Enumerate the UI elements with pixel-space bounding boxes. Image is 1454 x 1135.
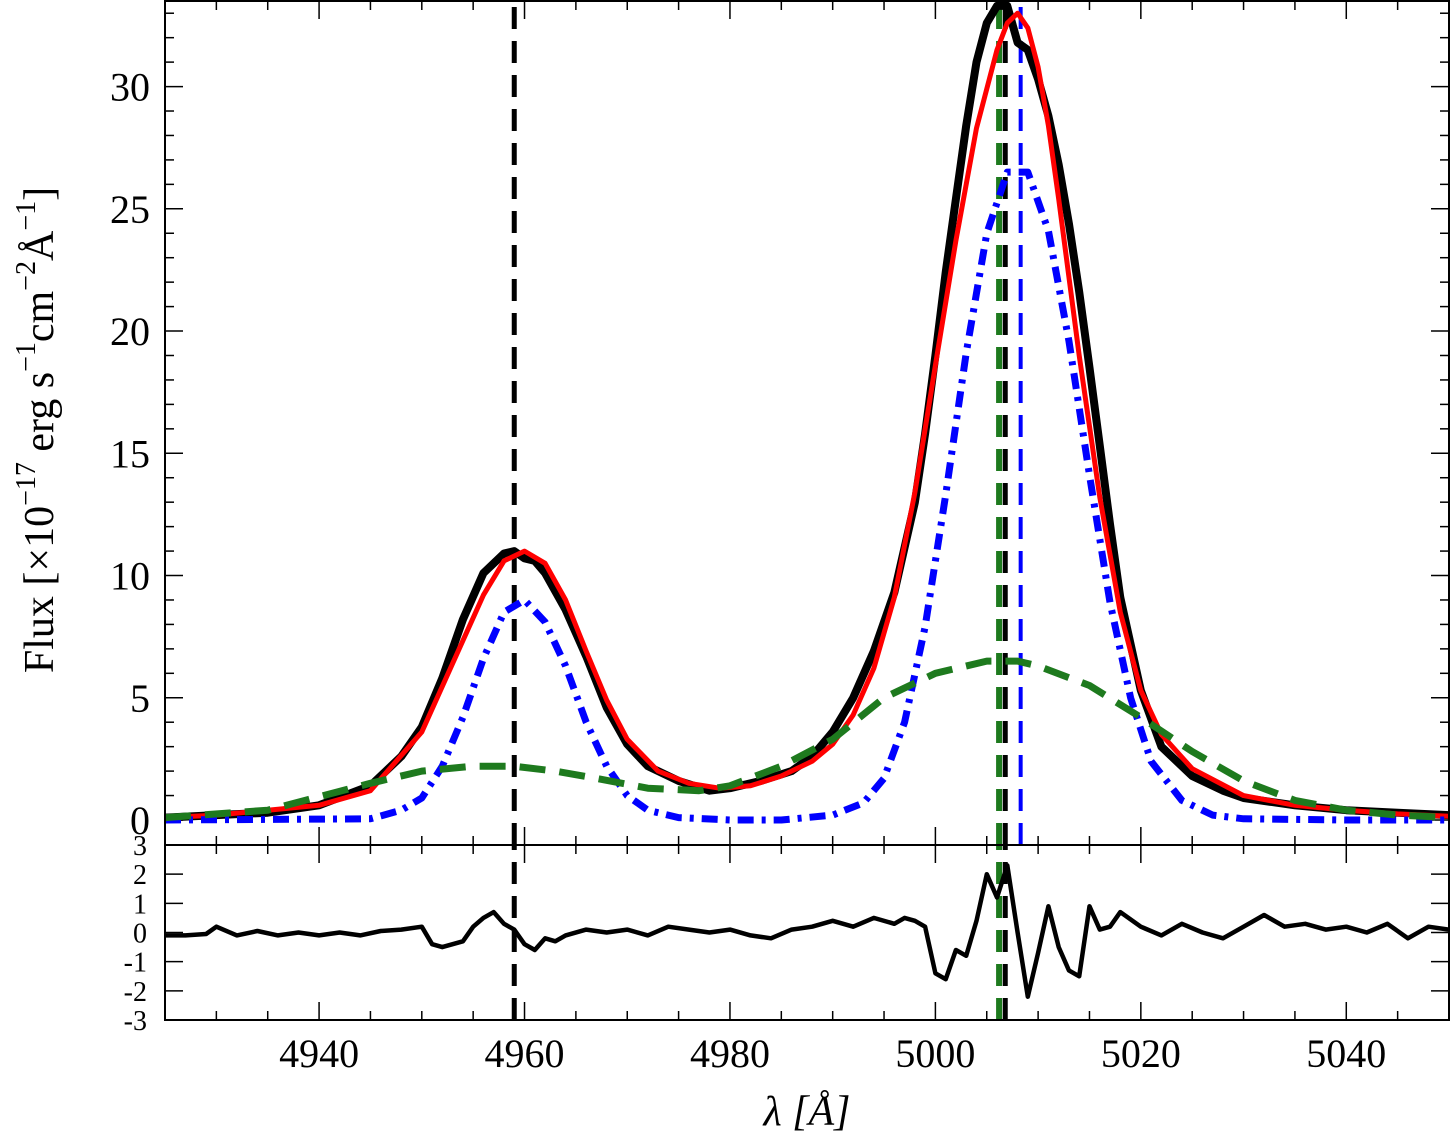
bottom-ytick-label: 0 — [133, 919, 147, 950]
x-tick-label: 4940 — [279, 1031, 359, 1076]
x-tick-label: 5040 — [1306, 1031, 1386, 1076]
top-ytick-label: 5 — [130, 676, 150, 721]
y-axis-title-exp-2: −1 — [11, 342, 42, 372]
bottom-ytick-label: -3 — [124, 1006, 147, 1037]
y-axis-title-exp-1: −17 — [11, 462, 42, 506]
y-axis-title-mid-3: Å — [17, 230, 63, 261]
y-axis-title-suffix: ] — [17, 187, 63, 201]
top-series-total-fit — [165, 10, 1449, 821]
top-panel-vertical-lines — [511, 0, 1023, 845]
top-ytick-label: 30 — [110, 65, 150, 110]
top-series-broad-component — [165, 657, 1449, 822]
bottom-ytick-label: 2 — [133, 860, 147, 891]
bottom-panel-vertical-lines — [511, 845, 1008, 1020]
x-tick-labels: 4940 4960 4980 5000 5020 5040 — [279, 1031, 1386, 1076]
y-axis-title-mid-1: erg s — [17, 372, 63, 462]
bottom-panel-ticks — [165, 844, 1450, 1021]
bottom-panel-series — [165, 863, 1449, 999]
y-axis-title-exp-4: −1 — [11, 201, 42, 231]
x-tick-label: 5000 — [895, 1031, 975, 1076]
top-series-narrow-component — [165, 168, 1449, 824]
top-panel-ticks — [165, 1, 1450, 845]
y-axis-title-mid-2: cm — [17, 290, 63, 342]
top-panel-frame — [164, 0, 1450, 846]
bottom-ytick-label: -2 — [124, 977, 147, 1008]
x-tick-label: 5020 — [1101, 1031, 1181, 1076]
y-axis-title-exp-3: −2 — [11, 261, 42, 291]
bottom-series-residuals — [165, 863, 1449, 999]
x-tick-label: 4980 — [690, 1031, 770, 1076]
top-panel-series — [165, 1, 1449, 824]
top-ytick-label: 15 — [110, 431, 150, 476]
y-axis-title: Flux [×10−17 erg s−1cm−2Å−1] — [11, 187, 63, 673]
top-ytick-label: 20 — [110, 309, 150, 354]
top-ytick-label: 10 — [110, 554, 150, 599]
x-tick-label: 4960 — [485, 1031, 565, 1076]
top-series-data — [165, 1, 1449, 822]
top-panel: 0 5 10 15 20 25 30 — [110, 0, 1450, 846]
top-ytick-label: 0 — [130, 798, 150, 843]
bottom-panel-frame — [164, 844, 1450, 1021]
bottom-ytick-label: 1 — [133, 889, 147, 920]
top-ytick-label: 25 — [110, 187, 150, 232]
bottom-ytick-label: -1 — [124, 948, 147, 979]
y-axis-title-prefix: Flux [×10 — [17, 506, 63, 673]
top-panel-y-tick-labels: 0 5 10 15 20 25 30 — [110, 65, 150, 843]
bottom-ytick-label: 3 — [133, 831, 147, 862]
x-axis-title: λ [Å] — [761, 1089, 850, 1135]
